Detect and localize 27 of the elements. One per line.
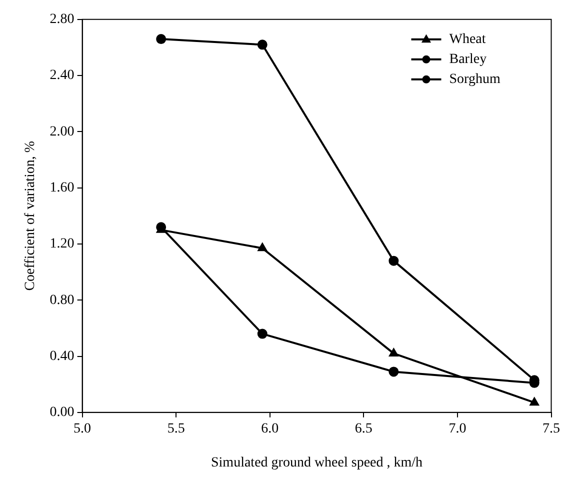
x-tick-label: 5.5 — [167, 421, 185, 436]
y-tick-label: 2.40 — [50, 68, 74, 84]
x-axis-title: Simulated ground wheel speed , km/h — [211, 455, 423, 470]
legend-label: Sorghum — [449, 72, 500, 88]
y-tick-label: 1.20 — [50, 236, 74, 252]
x-tick-label: 6.0 — [261, 421, 279, 436]
x-tick-label: 7.0 — [448, 421, 466, 436]
x-tick-label: 6.5 — [354, 421, 372, 436]
y-axis-title: Coefficient of variation, % — [23, 140, 38, 291]
y-tick-label: 2.80 — [50, 12, 74, 28]
point — [156, 34, 166, 44]
y-tick-label: 1.60 — [50, 180, 74, 196]
y-tick-label: 0.80 — [50, 292, 74, 308]
point — [258, 243, 267, 252]
y-tick-label: 2.00 — [50, 124, 74, 140]
point — [389, 348, 398, 356]
point — [530, 398, 539, 406]
x-tick-label: 5.0 — [74, 421, 92, 436]
legend-label: Wheat — [449, 32, 486, 48]
x-tick-label: 7.5 — [542, 421, 560, 436]
point — [388, 256, 399, 266]
legend-label: Barley — [449, 52, 487, 68]
y-tick-label: 0.40 — [50, 348, 74, 364]
y-tick-label: 0.00 — [50, 405, 74, 420]
point — [388, 366, 399, 377]
point — [257, 40, 268, 50]
point — [257, 328, 268, 339]
